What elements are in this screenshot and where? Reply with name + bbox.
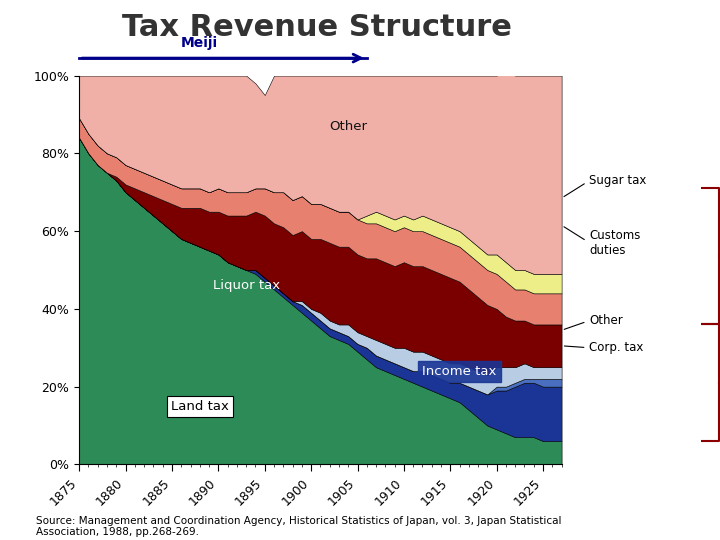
Text: Sugar tax: Sugar tax [564,174,647,197]
Text: Land tax: Land tax [171,400,229,413]
Text: Income tax: Income tax [423,364,497,377]
Text: Source: Management and Coordination Agency, Historical Statistics of Japan, vol.: Source: Management and Coordination Agen… [36,516,562,537]
Text: Corp. tax: Corp. tax [564,341,644,354]
Text: Tax Revenue Structure: Tax Revenue Structure [122,14,512,43]
Text: Customs
duties: Customs duties [564,227,641,257]
Text: Liquor tax: Liquor tax [212,279,280,292]
Text: Meiji: Meiji [181,36,218,50]
Text: Other: Other [564,314,624,329]
Text: Other: Other [329,120,367,133]
